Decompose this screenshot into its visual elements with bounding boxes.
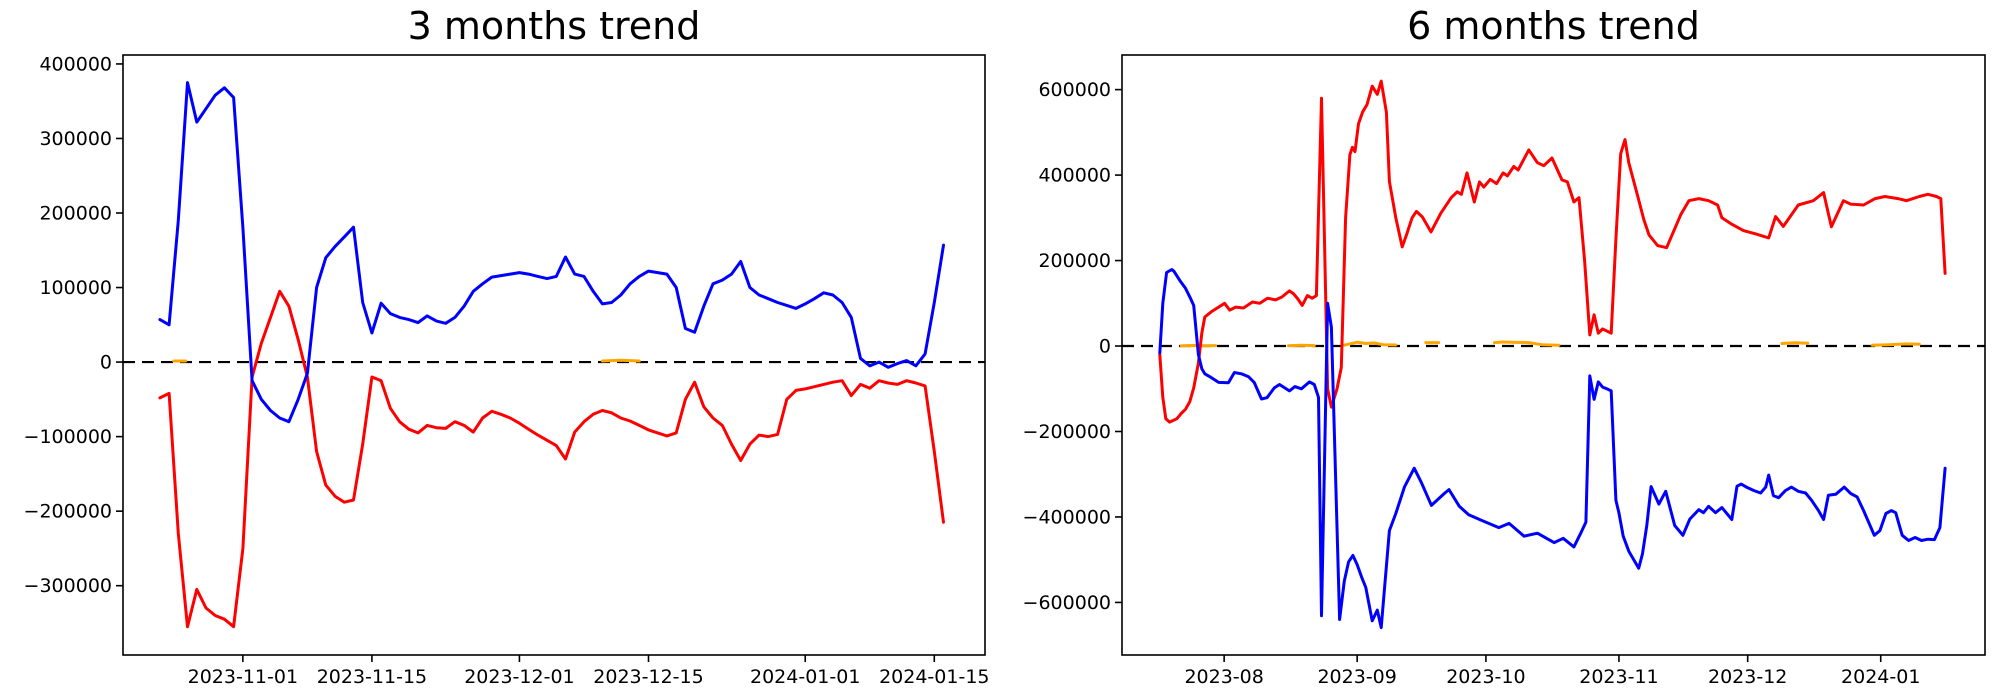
plot-border — [122, 54, 986, 656]
chart-title-6-months: 6 months trend — [1407, 4, 1700, 48]
x-tick-label: 2024-01-01 — [750, 666, 860, 688]
y-tick-label: 0 — [1099, 336, 1111, 358]
red-series-line — [1158, 79, 1947, 424]
y-tick-label: 600000 — [1038, 79, 1111, 101]
y-tick-label: 300000 — [39, 128, 112, 150]
y-tick-label: −600000 — [1023, 592, 1111, 614]
chart-canvas-6-months: 2023-08 2023-09 2023-10 2023-11 2023-12 2024-… — [1023, 54, 1986, 688]
y-tick-label: −200000 — [24, 501, 112, 523]
orange-series-line — [1287, 343, 1316, 348]
y-tick-label: −100000 — [24, 426, 112, 448]
y-tick-label: 200000 — [39, 203, 112, 225]
orange-series-line — [1342, 340, 1398, 347]
x-tick-label: 2023-12 — [1708, 666, 1787, 688]
x-tick-label: 2023-11-01 — [188, 666, 298, 688]
chart-6-months-trend: 6 months trend 2023-08 2023-09 2023-10 2023… — [1000, 0, 2000, 700]
plot-border — [1121, 54, 1986, 656]
orange-series-line — [600, 358, 641, 363]
y-tick-label: −200000 — [1023, 421, 1111, 443]
x-tick-label: 2023-10 — [1446, 666, 1525, 688]
chart-title-3-months: 3 months trend — [407, 4, 701, 48]
y-tick-label: 400000 — [1038, 165, 1111, 187]
blue-series-line — [1158, 268, 1947, 630]
y-tick-label: 400000 — [39, 53, 112, 75]
red-series-line — [158, 289, 945, 629]
x-tick-label: 2023-11 — [1579, 666, 1658, 688]
x-tick-label: 2023-08 — [1184, 666, 1263, 688]
chart-canvas-3-months: 2023-11-01 2023-11-15 2023-12-01 2023-12-15… — [24, 53, 990, 688]
y-tick-label: 0 — [100, 352, 112, 374]
y-tick-label: 100000 — [39, 277, 112, 299]
x-tick-label: 2023-12-15 — [593, 666, 703, 688]
orange-series-line — [1493, 340, 1561, 347]
orange-series-line — [1870, 342, 1921, 347]
y-tick-label: 200000 — [1038, 250, 1111, 272]
chart-3-months-trend: 3 months trend 2023-11-01 2023-11-15 2023-… — [24, 4, 990, 688]
orange-series-line — [1780, 341, 1810, 345]
y-tick-label: −400000 — [1023, 506, 1111, 528]
x-tick-label: 2023-12-01 — [464, 666, 574, 688]
x-tick-label: 2023-09 — [1317, 666, 1396, 688]
x-tick-label: 2024-01-15 — [879, 666, 989, 688]
blue-series-line — [158, 81, 945, 424]
y-tick-label: −300000 — [24, 575, 112, 597]
x-tick-label: 2024-01 — [1841, 666, 1920, 688]
x-tick-label: 2023-11-15 — [317, 666, 427, 688]
